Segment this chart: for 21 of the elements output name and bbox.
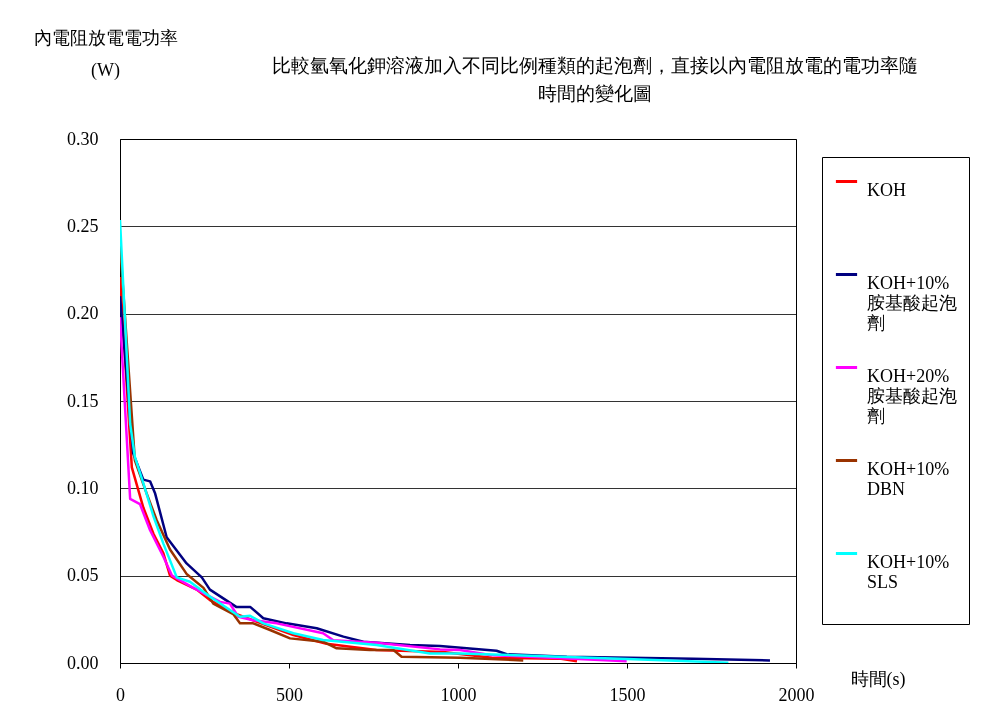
x-tick-label: 0: [116, 684, 125, 705]
y-tick-label: 0.25: [67, 215, 99, 236]
line-series: [120, 218, 730, 663]
y-tick-label: 0.30: [67, 128, 99, 149]
y-tick-label: 0.20: [67, 303, 99, 324]
legend-label: KOH+20%胺基酸起泡劑: [867, 365, 957, 426]
y-axis-title: 內電阻放電電功率 (W): [33, 27, 178, 81]
y-tick-label: 0.05: [67, 565, 99, 586]
legend-label: KOH: [867, 179, 906, 200]
x-tick-label: 2000: [778, 684, 815, 705]
y-tick-label: 0.00: [67, 652, 99, 673]
legend-label: KOH+10%胺基酸起泡劑: [867, 272, 957, 333]
x-tick-label: 1000: [440, 684, 477, 705]
x-tick-label: 1500: [609, 684, 646, 705]
x-axis-title: 時間(s): [850, 668, 906, 690]
legend-label: KOH+10%DBN: [867, 458, 950, 499]
x-tick-label: 500: [276, 684, 303, 705]
y-tick-label: 0.10: [67, 477, 99, 498]
chart-title: 比較氫氧化鉀溶液加入不同比例種類的起泡劑，直接以內電阻放電的電功率隨時間的變化圖: [271, 54, 919, 106]
y-tick-label: 0.15: [67, 390, 99, 411]
legend-label: KOH+10%SLS: [867, 551, 950, 592]
